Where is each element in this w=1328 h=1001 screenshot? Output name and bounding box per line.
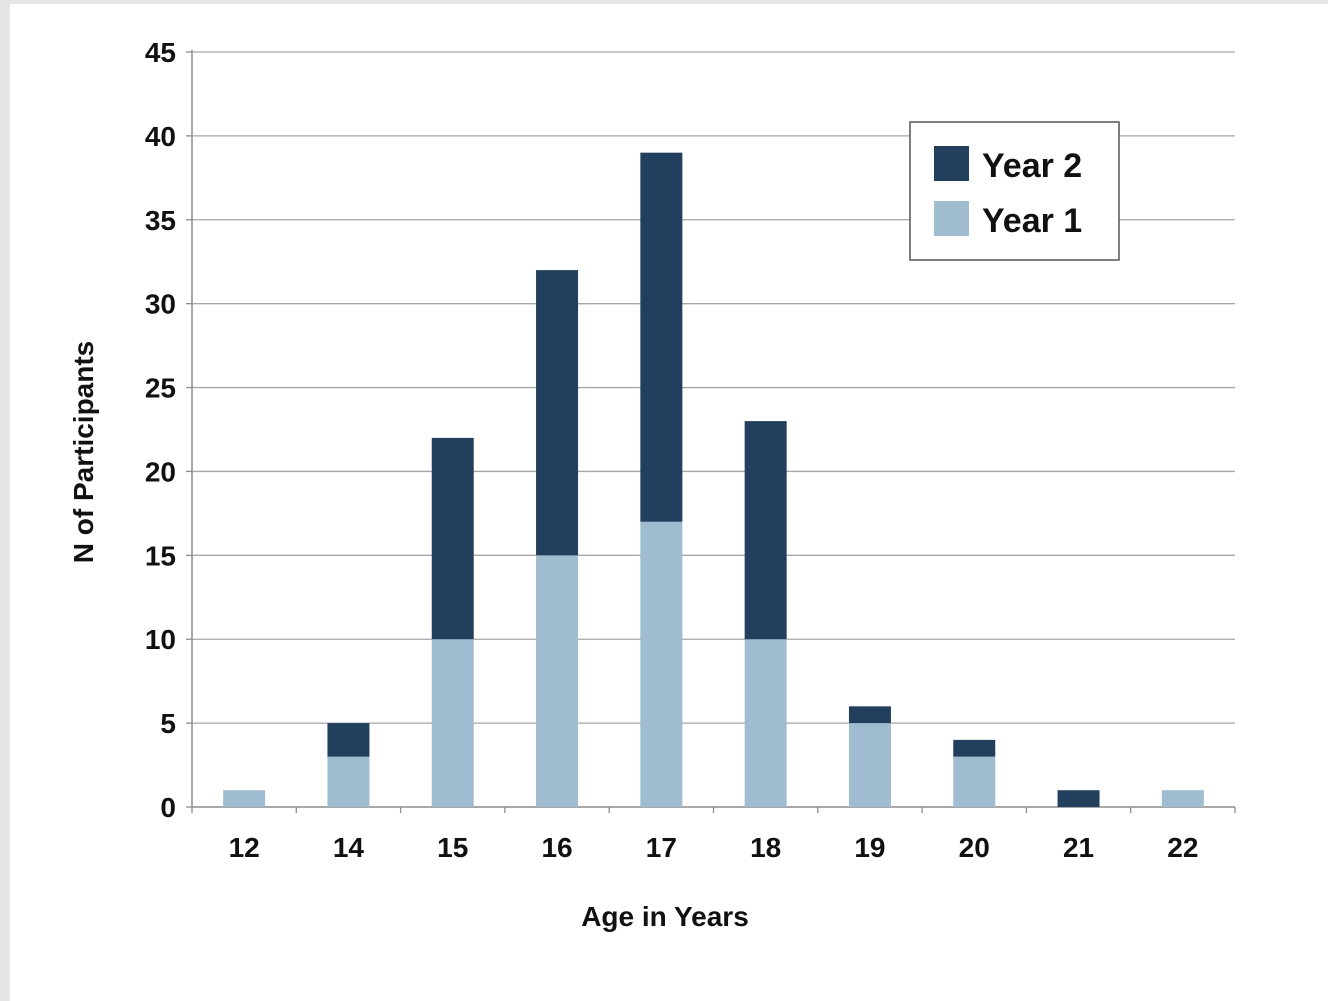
bar-year-2 [744,421,787,640]
bar-year-1 [327,756,370,807]
x-tick-label: 15 [437,832,468,863]
legend: Year 2 Year 1 [909,121,1120,261]
bar-year-1 [953,756,996,807]
chart-panel: 0 5 10 15 20 25 30 35 40 45 12 14 15 16 17 18 19 20 21 22 A… [10,4,1328,1001]
x-tick-label: 21 [1063,832,1094,863]
y-tick-label: 5 [160,708,176,739]
x-tick-label: 22 [1167,832,1198,863]
x-tick-label: 20 [959,832,990,863]
bar-year-1 [744,639,787,807]
y-tick-label: 10 [145,624,176,655]
bar-year-1 [1161,790,1204,807]
x-tick-label: 17 [646,832,677,863]
y-tick-label: 20 [145,456,176,487]
bar-year-2 [536,270,579,556]
bar-year-2 [327,723,370,757]
gridlines [192,51,1235,724]
legend-label: Year 2 [982,147,1082,185]
bar-year-2 [953,739,996,757]
bar-year-1 [536,555,579,807]
x-tick-label: 14 [333,832,365,863]
legend-label: Year 1 [982,202,1082,240]
bar-year-1 [848,723,891,807]
bar-year-1 [431,639,474,807]
legend-box [909,121,1120,261]
y-axis-title: N of Participants [68,341,99,563]
y-tick-label: 40 [145,121,176,152]
stacked-bar-chart: 0 5 10 15 20 25 30 35 40 45 12 14 15 16 17 18 19 20 21 22 A… [68,37,1236,932]
x-tick-label: 19 [854,832,885,863]
x-tick-label: 18 [750,832,781,863]
y-tick-label: 30 [145,289,176,320]
x-axis-title: Age in Years [581,901,749,932]
bar-year-2 [848,706,891,724]
bar-year-2 [1057,790,1100,807]
bar-year-2 [431,437,474,640]
legend-swatch [934,201,969,236]
y-tick-label: 45 [145,37,176,68]
y-tick-label: 35 [145,205,176,236]
tick-labels: 0 5 10 15 20 25 30 35 40 45 12 14 15 16 17 18 19 20 21 22 [145,37,1199,863]
bar-year-1 [223,790,266,807]
legend-swatch [934,146,969,181]
y-tick-label: 0 [160,792,176,823]
bars [223,152,1204,807]
y-tick-label: 25 [145,373,176,404]
bar-year-1 [640,521,683,807]
x-tick-label: 12 [229,832,260,863]
x-tick-label: 16 [541,832,572,863]
y-tick-label: 15 [145,540,176,571]
bar-year-2 [640,152,683,522]
